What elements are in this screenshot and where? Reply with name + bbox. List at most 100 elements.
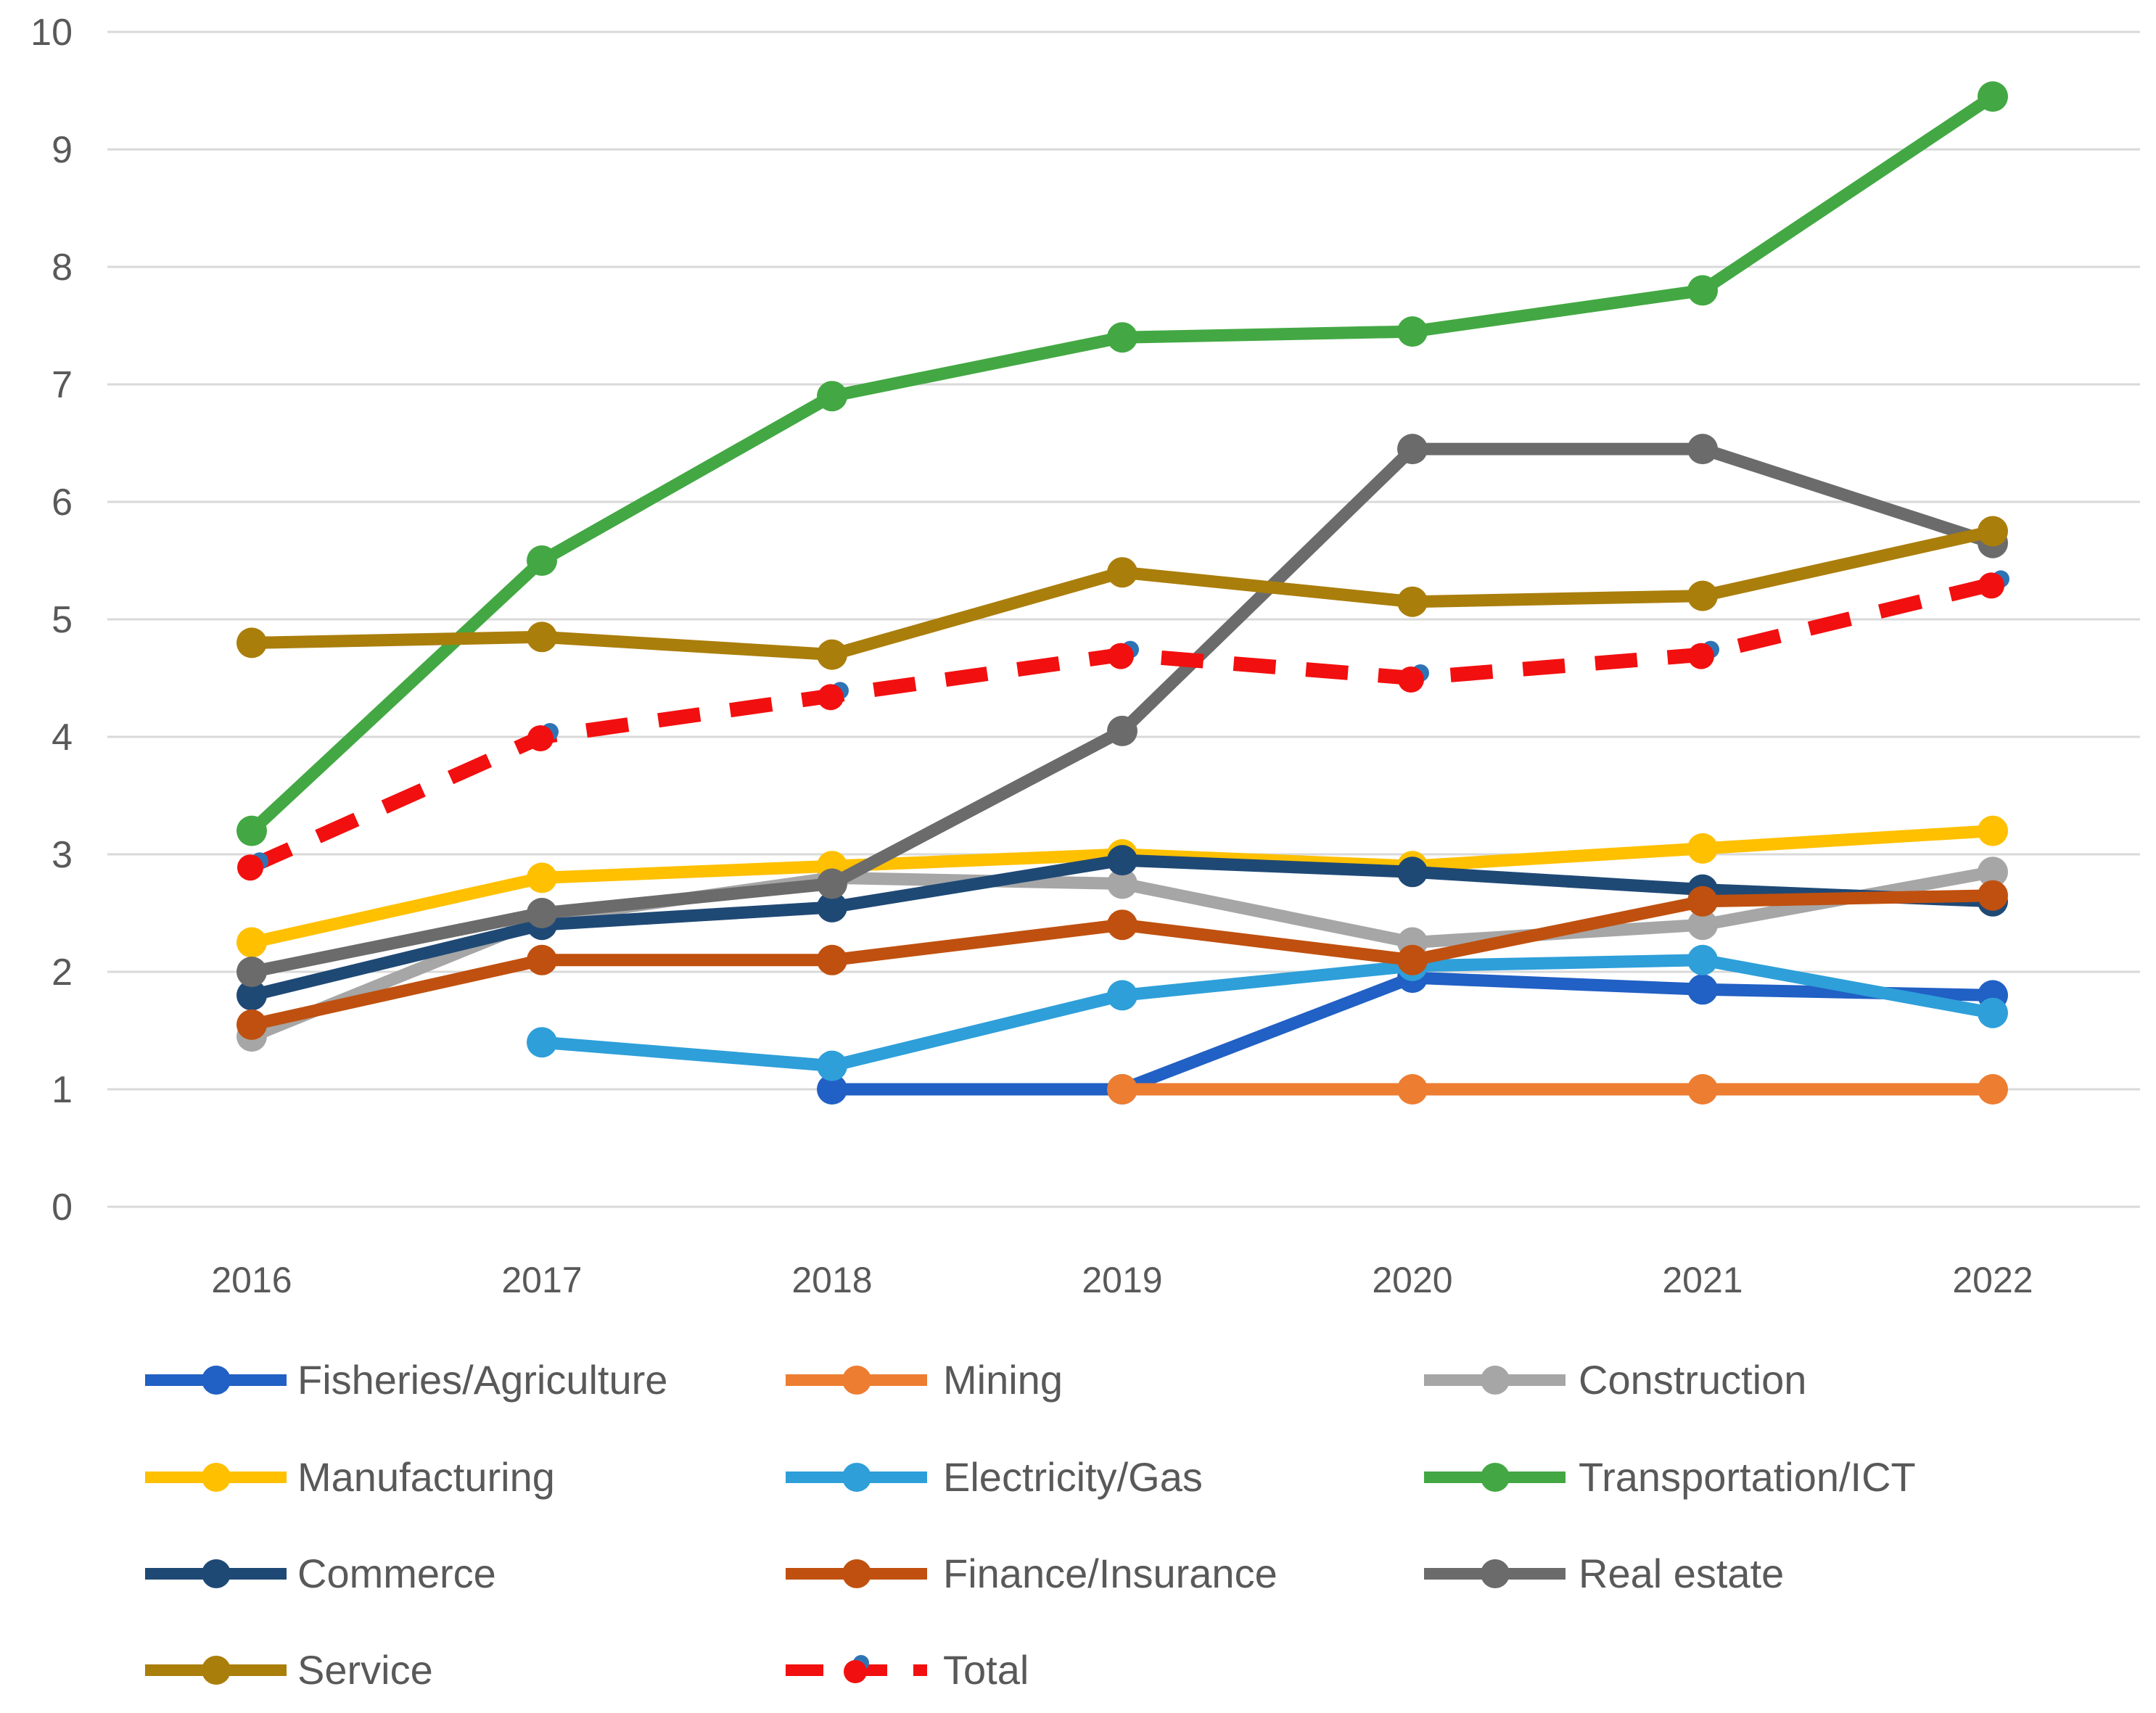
data-point-service-2017 xyxy=(527,622,557,653)
legend-label-construction: Construction xyxy=(1579,1357,1806,1403)
series-service xyxy=(236,516,2008,670)
legend-swatch-dot-total xyxy=(844,1660,867,1683)
y-tick-label: 4 xyxy=(52,717,73,759)
legend-label-manufacturing: Manufacturing xyxy=(297,1454,555,1500)
data-point-fisheries-agriculture-2018 xyxy=(817,1074,847,1105)
data-point-service-2020 xyxy=(1397,586,1428,617)
legend-label-real-estate: Real estate xyxy=(1579,1551,1784,1596)
legend-swatch-dot-construction xyxy=(1481,1366,1510,1395)
legend-swatch-dot-service xyxy=(202,1656,231,1685)
data-point-manufacturing-2021 xyxy=(1687,833,1718,864)
data-point-service-2019 xyxy=(1107,557,1137,588)
data-point-service-2018 xyxy=(817,639,847,670)
y-tick-label: 9 xyxy=(52,129,73,171)
legend-label-fisheries-agriculture: Fisheries/Agriculture xyxy=(297,1357,667,1403)
y-tick-label: 3 xyxy=(52,834,73,876)
data-point-service-2016 xyxy=(236,627,267,659)
data-point-finance-insurance-2019 xyxy=(1107,909,1137,941)
legend-swatch-dot-finance-insurance xyxy=(842,1559,871,1588)
data-point-service-2021 xyxy=(1687,580,1718,611)
data-point-commerce-2018 xyxy=(817,891,847,922)
data-point-finance-insurance-2018 xyxy=(817,944,847,975)
x-tick-label: 2017 xyxy=(501,1260,582,1300)
legend-item-finance-insurance: Finance/Insurance xyxy=(786,1551,1277,1596)
legend-label-commerce: Commerce xyxy=(297,1551,496,1596)
data-point-service-2022 xyxy=(1978,516,2008,547)
data-point-construction-2019 xyxy=(1107,868,1137,899)
legend-swatch-dot-mining xyxy=(842,1366,871,1395)
data-point-finance-insurance-2021 xyxy=(1687,886,1718,917)
legend-item-manufacturing: Manufacturing xyxy=(145,1454,555,1500)
data-point-mining-2021 xyxy=(1687,1074,1718,1105)
data-point-total-2018 xyxy=(818,684,844,711)
data-point-transportation-ict-2016 xyxy=(236,815,267,846)
legend-label-electricity-gas: Electricity/Gas xyxy=(943,1454,1203,1500)
data-point-finance-insurance-2017 xyxy=(527,944,557,975)
series-line-electricity-gas xyxy=(541,954,1994,1073)
data-point-fisheries-agriculture-2021 xyxy=(1687,974,1718,1005)
data-point-real-estate-2021 xyxy=(1687,434,1718,465)
legend-item-transportation-ict: Transportation/ICT xyxy=(1424,1454,1916,1500)
legend-swatch-dot-manufacturing xyxy=(202,1463,231,1492)
legend-swatch-dot-commerce xyxy=(202,1559,231,1588)
legend-label-service: Service xyxy=(297,1647,433,1693)
data-point-real-estate-2018 xyxy=(817,868,847,899)
legend-item-service: Service xyxy=(145,1647,433,1693)
data-point-transportation-ict-2019 xyxy=(1107,322,1137,353)
data-point-mining-2020 xyxy=(1397,1074,1428,1105)
data-point-total-2022 xyxy=(1978,572,2004,599)
series-electricity-gas xyxy=(527,944,2008,1081)
y-tick-label: 6 xyxy=(52,482,73,524)
data-point-commerce-2020 xyxy=(1397,857,1428,888)
data-point-electricity-gas-2019 xyxy=(1107,980,1137,1011)
data-point-commerce-2016 xyxy=(236,980,267,1011)
data-point-transportation-ict-2021 xyxy=(1687,275,1718,306)
data-point-transportation-ict-2020 xyxy=(1397,316,1428,347)
data-point-real-estate-2020 xyxy=(1397,434,1428,465)
x-tick-label: 2022 xyxy=(1952,1260,2033,1300)
legend-item-total: Total xyxy=(786,1647,1029,1693)
data-point-finance-insurance-2022 xyxy=(1978,880,2008,911)
legend-label-finance-insurance: Finance/Insurance xyxy=(943,1551,1277,1596)
legend-swatch-dot-fisheries-agriculture xyxy=(202,1366,231,1395)
data-point-total-2016 xyxy=(237,854,263,881)
legend-swatch-dot-real-estate xyxy=(1481,1559,1510,1588)
data-point-finance-insurance-2016 xyxy=(236,1009,267,1040)
y-tick-label: 10 xyxy=(30,12,73,54)
data-point-electricity-gas-2017 xyxy=(527,1027,557,1058)
data-point-mining-2022 xyxy=(1978,1074,2008,1105)
y-tick-label: 0 xyxy=(52,1186,73,1229)
data-point-electricity-gas-2021 xyxy=(1687,944,1718,975)
x-tick-label: 2016 xyxy=(211,1260,292,1300)
data-point-electricity-gas-2018 xyxy=(817,1050,847,1081)
data-point-manufacturing-2022 xyxy=(1978,815,2008,846)
data-point-manufacturing-2016 xyxy=(236,927,267,958)
data-point-transportation-ict-2017 xyxy=(527,545,557,576)
x-axis-labels: 2016 2017 2018 2019 2020 2021 2022 xyxy=(211,1260,2033,1300)
x-tick-label: 2018 xyxy=(791,1260,872,1300)
legend-label-transportation-ict: Transportation/ICT xyxy=(1579,1454,1916,1500)
legend-item-real-estate: Real estate xyxy=(1424,1551,1784,1596)
legend-label-total: Total xyxy=(943,1647,1029,1693)
legend-swatch-dot-electricity-gas xyxy=(842,1463,871,1492)
data-point-construction-2021 xyxy=(1687,909,1718,941)
data-point-finance-insurance-2020 xyxy=(1397,944,1428,975)
y-tick-label: 5 xyxy=(52,599,73,641)
data-point-transportation-ict-2018 xyxy=(817,381,847,412)
y-tick-label: 7 xyxy=(52,364,73,406)
series-finance-insurance xyxy=(236,880,2008,1040)
data-point-construction-2022 xyxy=(1978,857,2008,888)
series-transportation-ict xyxy=(236,81,2008,846)
series-total xyxy=(237,570,2009,881)
data-point-electricity-gas-2022 xyxy=(1978,997,2008,1028)
data-point-total-2019 xyxy=(1108,643,1134,669)
data-point-manufacturing-2017 xyxy=(527,862,557,893)
legend-item-electricity-gas: Electricity/Gas xyxy=(786,1454,1203,1500)
x-tick-label: 2020 xyxy=(1372,1260,1452,1300)
legend-label-mining: Mining xyxy=(943,1357,1063,1403)
y-axis-labels: 0 1 2 3 4 5 6 7 8 9 10 xyxy=(30,12,73,1229)
legend-item-fisheries-agriculture: Fisheries/Agriculture xyxy=(145,1357,667,1403)
legend-item-commerce: Commerce xyxy=(145,1551,496,1596)
